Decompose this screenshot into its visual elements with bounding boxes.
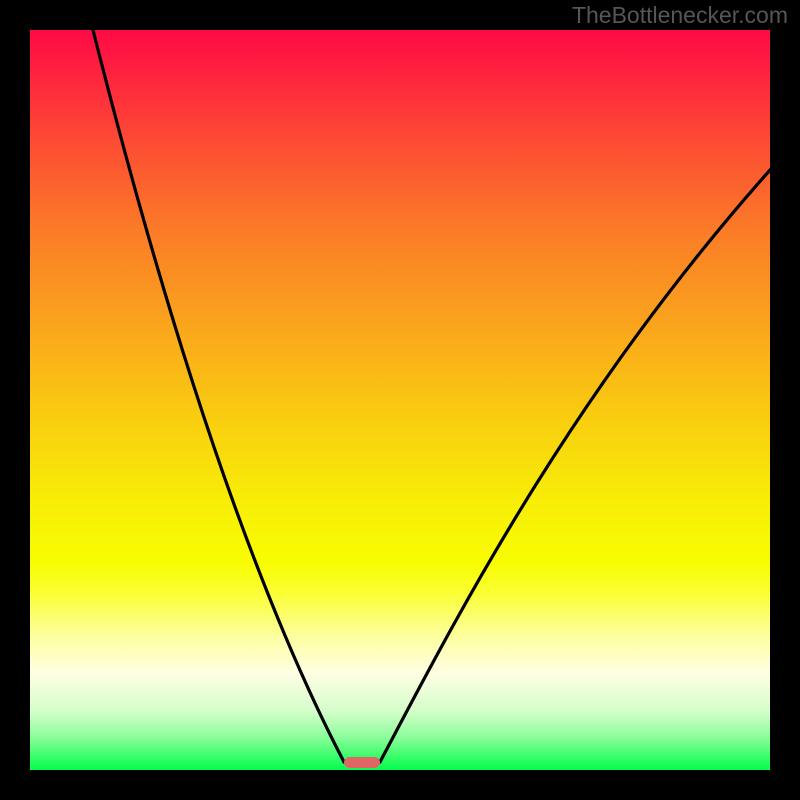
plot-area-gradient: [30, 30, 770, 770]
bottleneck-curve-chart: [0, 0, 800, 800]
chart-root: TheBottlenecker.com: [0, 0, 800, 800]
watermark-text: TheBottlenecker.com: [572, 2, 788, 29]
valley-marker: [344, 757, 380, 768]
